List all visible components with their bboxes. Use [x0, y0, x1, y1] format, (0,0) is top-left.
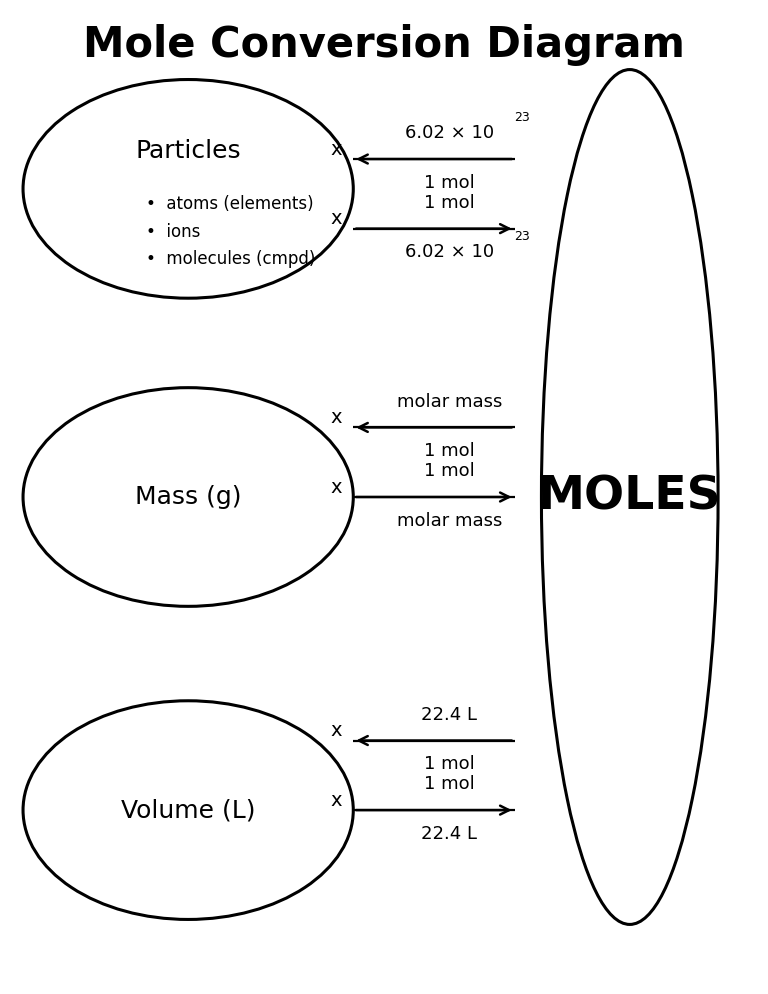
Text: x: x	[330, 721, 342, 741]
Text: 23: 23	[515, 230, 530, 244]
Text: 1 mol: 1 mol	[424, 462, 475, 480]
Text: x: x	[330, 209, 342, 229]
Text: 1 mol: 1 mol	[424, 775, 475, 793]
Text: 1 mol: 1 mol	[424, 755, 475, 773]
Text: x: x	[330, 790, 342, 810]
Text: •  atoms (elements): • atoms (elements)	[146, 195, 313, 213]
Text: molar mass: molar mass	[396, 512, 502, 530]
Text: 23: 23	[515, 110, 530, 124]
Text: •  ions: • ions	[146, 223, 200, 241]
Text: x: x	[330, 477, 342, 497]
Text: 6.02 × 10: 6.02 × 10	[405, 124, 494, 142]
Text: x: x	[330, 408, 342, 427]
Text: 6.02 × 10: 6.02 × 10	[405, 244, 494, 261]
Text: Volume (L): Volume (L)	[121, 798, 256, 822]
Text: MOLES: MOLES	[538, 474, 722, 520]
Text: •  molecules (cmpd): • molecules (cmpd)	[146, 250, 316, 268]
Text: x: x	[330, 139, 342, 159]
Text: Mass (g): Mass (g)	[135, 485, 241, 509]
Text: molar mass: molar mass	[396, 393, 502, 411]
Text: Mole Conversion Diagram: Mole Conversion Diagram	[83, 24, 685, 66]
Text: 22.4 L: 22.4 L	[422, 825, 477, 843]
Text: 22.4 L: 22.4 L	[422, 706, 477, 724]
Text: 1 mol: 1 mol	[424, 442, 475, 460]
Text: Particles: Particles	[135, 139, 241, 163]
Text: 1 mol: 1 mol	[424, 174, 475, 192]
Text: 1 mol: 1 mol	[424, 194, 475, 212]
